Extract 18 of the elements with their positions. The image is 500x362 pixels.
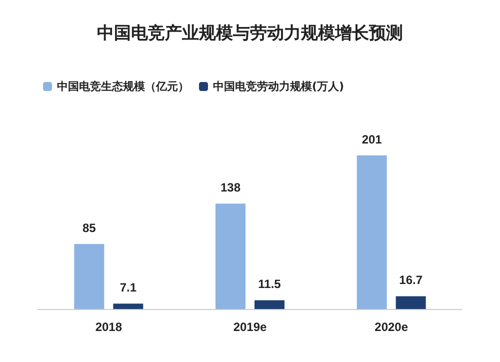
bar [74,244,104,309]
bar [113,304,144,309]
bar [396,296,426,309]
legend-label: 中国电竞劳动力规模(万人) [213,80,344,93]
data-label: 85 [82,221,96,236]
data-label: 201 [362,132,382,146]
x-tick-label: 2018 [95,320,122,334]
bar [356,155,387,309]
legend-label: 中国电竞生态规模（亿元） [57,80,189,93]
data-label: 7.1 [120,280,137,295]
x-tick-label: 2019e [233,320,268,334]
data-label: 11.5 [258,277,282,292]
bar [216,204,246,309]
x-tick-label: 2020e [374,320,408,334]
bar [254,300,284,309]
data-label: 138 [220,180,241,195]
chart-title: 中国电竞产业规模与劳动力规模增长预测 [97,24,403,44]
data-label: 16.7 [399,273,423,288]
